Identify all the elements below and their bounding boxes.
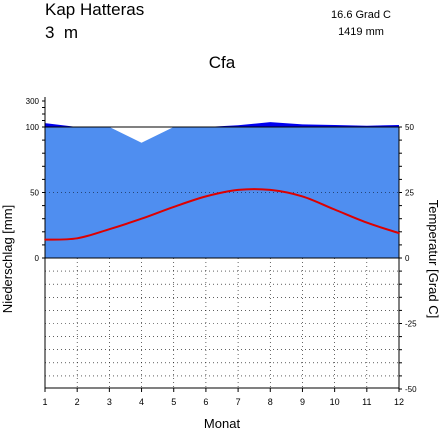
temperature-point [108,228,111,230]
month-tick-label: 1 [42,397,47,407]
month-tick-label: 11 [362,397,371,407]
month-tick-label: 5 [171,397,176,407]
axes [42,97,402,392]
y-axis-label-left: Niederschlag [mm] [0,205,15,313]
precip-tick-label: 0 [35,254,40,263]
deficit-notch [45,127,399,143]
temperature-point [301,195,304,198]
temp-tick-label: 0 [405,254,410,263]
temperature-point [237,189,239,191]
humid-excess-area [45,122,399,127]
month-tick-label: 4 [139,397,144,407]
month-tick-label: 10 [330,397,340,407]
temperature-point [76,237,78,240]
temperature-point [398,232,400,234]
month-tick-label: 9 [300,397,305,407]
temperature-point [366,221,368,224]
temp-tick-label: -50 [405,385,417,394]
x-axis-label: Monat [204,416,241,430]
temperature-series [44,188,400,241]
month-tick-label: 2 [75,397,80,407]
month-tick-label: 6 [203,397,208,407]
climate-class: Cfa [209,53,236,72]
month-tick-label: 7 [236,397,241,407]
temperature-point [269,189,272,191]
temperature-point [205,195,207,198]
y-axis-label-right: Temperatur [Grad C] [426,200,439,319]
precipitation-area [45,122,399,258]
temperature-point [44,238,46,241]
temp-tick-label: 25 [405,189,414,198]
precip-tick-label: 300 [26,97,40,106]
month-tick-label: 3 [107,397,112,407]
station-elevation: 3 m [45,23,78,42]
temperature-point [172,206,175,208]
mean-temperature: 16.6 Grad C [331,9,391,21]
temperature-point [333,208,336,211]
month-tick-label: 12 [394,397,404,407]
temperature-point [140,217,143,220]
temp-tick-label: -25 [405,320,417,329]
temperature-line [44,188,400,241]
temp-tick-label: 50 [405,123,414,132]
precip-tick-label: 100 [26,123,40,132]
station-name: Kap Hatteras [45,0,144,19]
precip-tick-label: 50 [30,189,39,198]
annual-precipitation: 1419 mm [338,26,384,38]
month-tick-label: 8 [268,397,273,407]
